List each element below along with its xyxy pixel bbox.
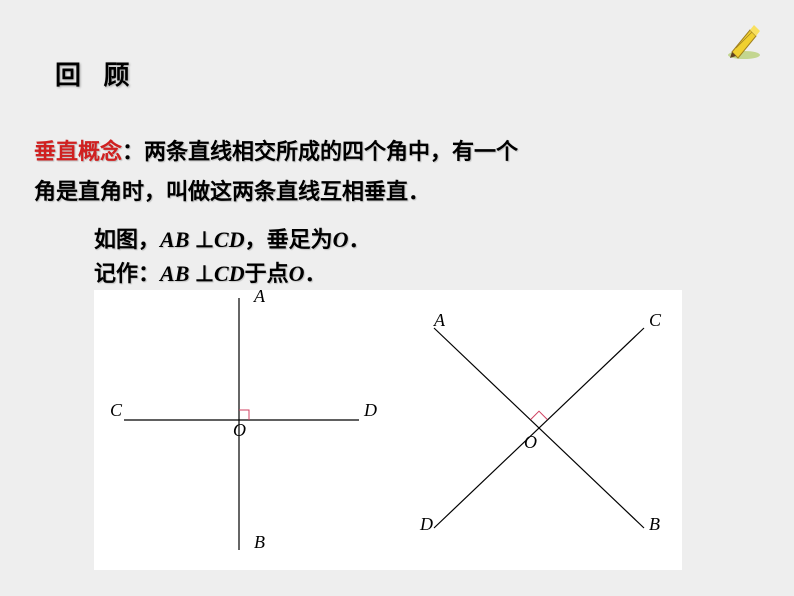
var-ab2: AB	[160, 261, 189, 286]
example-suffix: ，垂足为	[245, 227, 333, 252]
perp-symbol2: ⊥	[189, 261, 214, 286]
diagram-container: A B C D O A B C D O	[94, 290, 682, 570]
perpendicular-diagrams: A B C D O A B C D O	[94, 290, 682, 570]
var-cd2: CD	[214, 261, 245, 286]
svg-text:O: O	[233, 420, 246, 440]
pencil-icon	[724, 20, 764, 65]
example-prefix: 如图，	[94, 227, 160, 252]
var-o2: O	[289, 261, 305, 286]
svg-text:D: D	[363, 400, 377, 420]
concept-text-line1: 垂直概念：两条直线相交所成的四个角中，有一个	[34, 130, 518, 174]
svg-text:B: B	[649, 514, 660, 534]
concept-colon: ：	[122, 139, 144, 164]
var-ab: AB	[160, 227, 189, 252]
var-o: O	[333, 227, 349, 252]
page-title: 回 顾	[55, 55, 138, 92]
concept-label: 垂直概念	[34, 139, 122, 164]
var-cd: CD	[214, 227, 245, 252]
perp-symbol: ⊥	[189, 227, 214, 252]
svg-text:C: C	[110, 400, 123, 420]
svg-text:D: D	[419, 514, 433, 534]
svg-text:A: A	[433, 310, 446, 330]
example2-end: ．	[305, 261, 327, 286]
example-end: ．	[349, 227, 371, 252]
svg-text:O: O	[524, 432, 537, 452]
example2-prefix: 记作：	[94, 261, 160, 286]
example-line1: 如图，AB ⊥CD，垂足为O．	[94, 222, 371, 254]
svg-text:A: A	[253, 290, 266, 306]
concept-text-line2: 角是直角时，叫做这两条直线互相垂直．	[34, 174, 430, 206]
example2-mid: 于点	[245, 261, 289, 286]
example-line2: 记作：AB ⊥CD于点O．	[94, 256, 327, 288]
svg-text:B: B	[254, 532, 265, 552]
svg-text:C: C	[649, 310, 662, 330]
concept-part1: 两条直线相交所成的四个角中，有一个	[144, 139, 518, 164]
